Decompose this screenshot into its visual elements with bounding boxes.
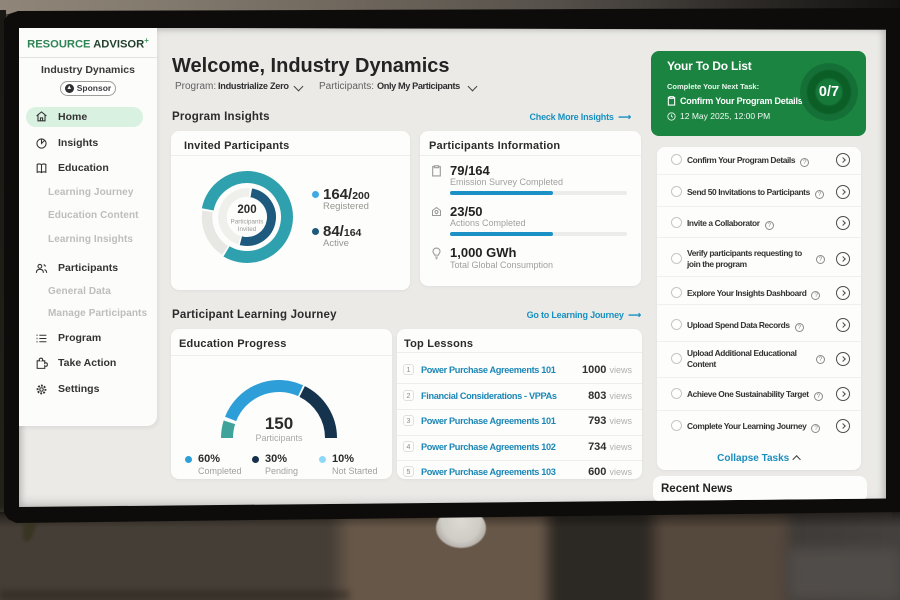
svg-text:200: 200 [237, 204, 256, 216]
svg-text:Participants: Participants [231, 219, 264, 226]
svg-text:Invited: Invited [238, 226, 257, 233]
